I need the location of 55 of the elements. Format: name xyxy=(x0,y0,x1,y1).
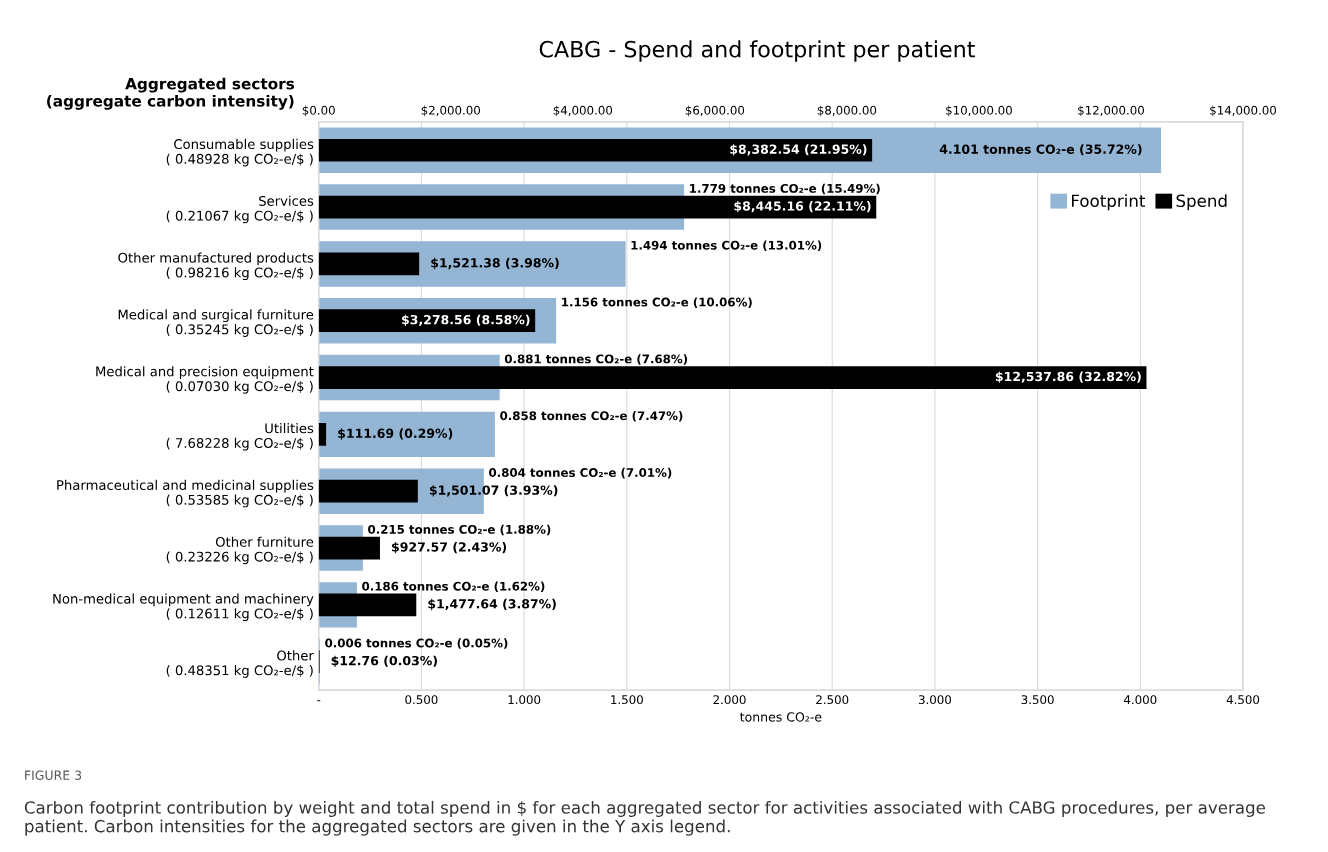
x-tick-label: 4.500 xyxy=(1226,695,1260,705)
x-tick-label: 2.000 xyxy=(713,695,746,705)
x-tick-label: 2.500 xyxy=(816,695,849,705)
data-label: 0.215 tonnes CO₂-e (1.88%) xyxy=(368,524,551,536)
x-tick-label: 1.000 xyxy=(508,695,541,705)
x2-tick-label: $6,000.00 xyxy=(685,105,745,117)
data-label: 0.186 tonnes CO₂-e (1.62%) xyxy=(362,581,545,593)
caption: FIGURE 3 xyxy=(25,770,82,780)
y-tick-label: Utilities ( 7.68228 kg CO₂-e/$ ) xyxy=(166,422,314,451)
x2-tick-label: $14,000.00 xyxy=(1210,105,1277,117)
y-tick-label: Services ( 0.21067 kg CO₂-e/$ ) xyxy=(166,195,314,224)
x2-tick-label: $10,000.00 xyxy=(946,105,1012,117)
data-label: $927.57 (2.43%) xyxy=(392,542,507,554)
y-tick-label: Medical and surgical furniture ( 0.35245 kg CO₂-e/$ ) xyxy=(118,309,314,337)
data-label: $12,537.86 (32.82%) xyxy=(995,371,1141,383)
data-label: 0.881 tonnes CO₂-e (7.68%) xyxy=(504,354,688,365)
x2-tick-label: $12,000.00 xyxy=(1078,105,1144,117)
data-label: $1,521.38 (3.98%) xyxy=(431,257,559,270)
y-tick-label: Non-medical equipment and machinery ( 0.12611 kg CO₂-e/$ ) xyxy=(53,593,314,622)
data-label: 1.779 tonnes CO₂-e (15.49%) xyxy=(690,183,880,195)
data-label: $1,477.64 (3.87%) xyxy=(428,598,556,611)
x-tick-label: 1.500 xyxy=(611,695,643,705)
x2-tick-label: $2,000.00 xyxy=(421,105,481,117)
chart-title: CABG - Spend and footprint per patient xyxy=(539,40,975,62)
y-tick-label: Other manufactured products ( 0.98216 kg CO₂-e/$ ) xyxy=(118,252,314,281)
x2-tick-label: $4,000.00 xyxy=(553,105,613,117)
x-tick-label: 3.500 xyxy=(1021,695,1054,705)
data-label: 1.156 tonnes CO₂-e (10.06%) xyxy=(562,297,752,308)
x2-tick-label: $0.00 xyxy=(302,105,335,117)
data-label: 1.494 tonnes CO₂-e (13.01%) xyxy=(631,240,822,252)
y-tick-label: Other furniture ( 0.23226 kg CO₂-e/$ ) xyxy=(166,536,314,565)
data-label: $3,278.56 (8.58%) xyxy=(402,314,530,327)
data-label: 0.804 tonnes CO₂-e (7.01%) xyxy=(489,467,672,479)
data-label: $8,445.16 (22.11%) xyxy=(734,201,871,213)
data-label: $111.69 (0.29%) xyxy=(338,428,453,440)
y-axis-title: Aggregated sectors (aggregate carbon intensity) xyxy=(47,77,295,110)
x-tick-label: 3.000 xyxy=(918,695,952,705)
data-label: $12.76 (0.03%) xyxy=(331,655,437,667)
data-label: $8,382.54 (21.95%) xyxy=(730,144,867,156)
legend-label: Footprint xyxy=(1072,194,1146,211)
data-label: $1,501.07 (3.93%) xyxy=(429,485,558,497)
text: Carbon footprint contribution by weight and total spend in $ for each aggregated sector for activities associated with CABG procedures, per average patient. Carbon intensities for the aggregated sectors are given in the Y axis legend. xyxy=(24,800,1265,836)
data-label: 0.858 tonnes CO₂-e (7.47%) xyxy=(500,411,683,422)
x-tick-label: - xyxy=(317,700,321,702)
x-axis-title: tonnes CO₂-e xyxy=(740,712,822,722)
x-tick-label: 4.000 xyxy=(1123,695,1157,705)
y-tick-label: Other ( 0.48351 kg CO₂-e/$ ) xyxy=(166,650,314,678)
y-tick-label: Medical and precision equipment ( 0.07030 kg CO₂-e/$ ) xyxy=(96,366,314,394)
x2-tick-label: $8,000.00 xyxy=(817,105,877,117)
x-tick-label: 0.500 xyxy=(405,695,438,705)
data-label: 4.101 tonnes CO₂-e (35.72%) xyxy=(939,144,1142,156)
data-label: 0.006 tonnes CO₂-e (0.05%) xyxy=(325,638,508,649)
y-tick-label: Pharmaceutical and medicinal supplies ( 0.53585 kg CO₂-e/$ ) xyxy=(57,479,314,508)
legend-label: Spend xyxy=(1176,194,1227,211)
y-tick-label: Consumable supplies ( 0.48928 kg CO₂-e/$ ) xyxy=(166,138,314,167)
